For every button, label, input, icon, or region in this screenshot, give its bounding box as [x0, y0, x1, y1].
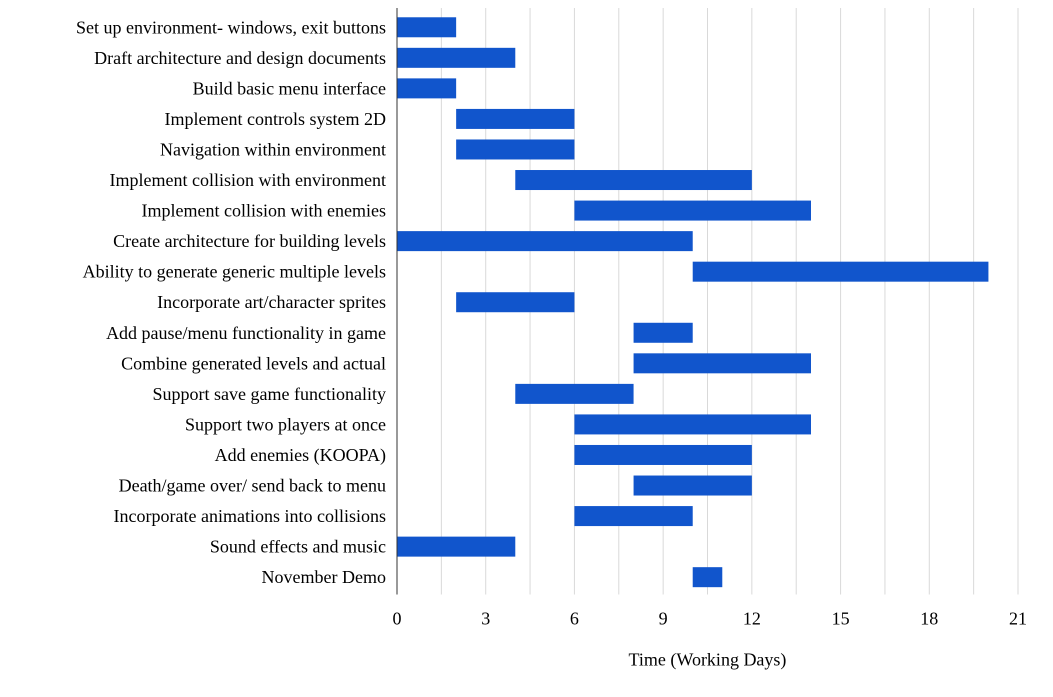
bar: [456, 108, 575, 129]
category-label: Support save game functionality: [153, 384, 386, 404]
x-tick-labels: 0 3 6 9 12 15 18 21: [393, 608, 1028, 628]
category-label: Create architecture for building levels: [113, 231, 386, 251]
category-label: Implement controls system 2D: [165, 109, 386, 129]
bar: [633, 322, 693, 343]
category-labels: Set up environment- windows, exit button…: [76, 17, 386, 587]
bar: [692, 567, 723, 588]
grid-lines: [440, 8, 1019, 595]
x-tick-label: 12: [743, 608, 761, 628]
category-label: Set up environment- windows, exit button…: [76, 17, 386, 37]
category-label: Sound effects and music: [210, 537, 386, 557]
bar: [633, 475, 752, 496]
category-label: Draft architecture and design documents: [94, 48, 386, 68]
category-label: Death/game over/ send back to menu: [119, 476, 386, 496]
x-tick-label: 21: [1009, 608, 1027, 628]
bar: [397, 536, 516, 557]
bar: [633, 353, 811, 374]
bar: [456, 139, 575, 160]
x-axis-title: Time (Working Days): [629, 649, 787, 670]
bar: [574, 414, 811, 435]
bar: [692, 261, 989, 282]
x-tick-label: 6: [570, 608, 579, 628]
x-tick-label: 0: [393, 608, 402, 628]
bar: [515, 170, 752, 191]
category-label: Add enemies (KOOPA): [215, 445, 386, 466]
bar: [397, 47, 516, 68]
x-tick-label: 3: [481, 608, 490, 628]
category-label: Incorporate animations into collisions: [114, 506, 386, 526]
bar: [574, 200, 811, 221]
category-label: Support two players at once: [185, 414, 386, 434]
category-label: Implement collision with environment: [110, 170, 386, 190]
category-label: Build basic menu interface: [193, 78, 386, 98]
bar: [574, 444, 752, 465]
category-label: Navigation within environment: [160, 139, 386, 159]
bar: [574, 506, 693, 527]
bar: [515, 383, 634, 404]
x-tick-label: 15: [832, 608, 850, 628]
x-tick-label: 18: [920, 608, 938, 628]
bars: [397, 17, 989, 588]
bar: [397, 17, 457, 38]
category-label: November Demo: [262, 567, 386, 587]
bar: [397, 78, 457, 99]
category-label: Implement collision with enemies: [142, 201, 386, 221]
category-label: Ability to generate generic multiple lev…: [83, 262, 386, 282]
bar: [397, 231, 693, 252]
category-label: Combine generated levels and actual: [121, 353, 386, 373]
x-tick-label: 9: [659, 608, 668, 628]
category-label: Add pause/menu functionality in game: [106, 323, 386, 343]
bar: [456, 292, 575, 313]
category-label: Incorporate art/character sprites: [157, 292, 386, 312]
